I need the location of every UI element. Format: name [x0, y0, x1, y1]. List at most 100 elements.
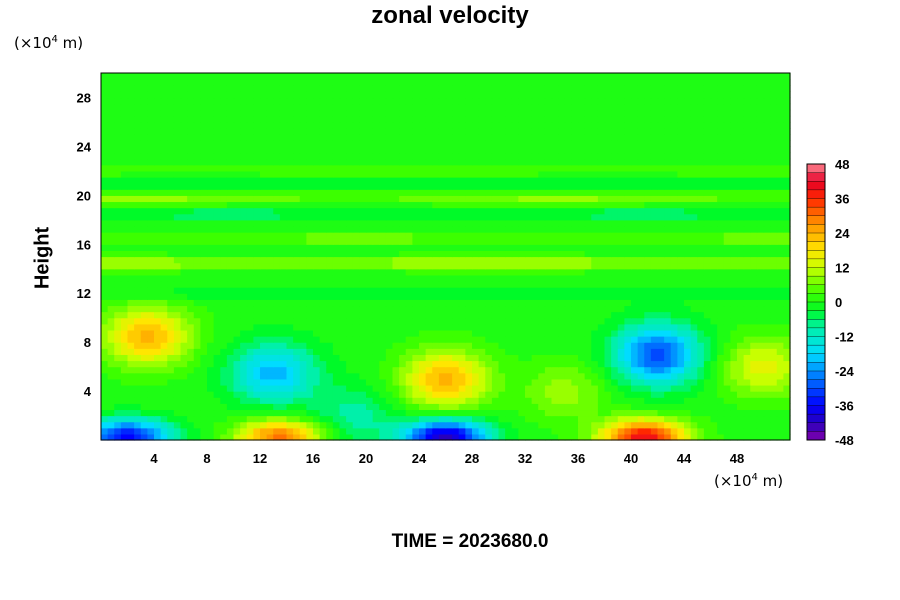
heatmap-cell: [213, 232, 221, 239]
heatmap-cell: [531, 403, 539, 411]
heatmap-cell: [379, 164, 387, 172]
heatmap-cell: [306, 342, 314, 349]
heatmap-cell: [505, 317, 513, 325]
heatmap-cell: [578, 433, 586, 441]
heatmap-cell: [531, 342, 539, 349]
heatmap-cell: [485, 287, 493, 294]
heatmap-cell: [498, 176, 506, 184]
heatmap-cell: [207, 213, 215, 221]
heatmap-cell: [518, 158, 526, 166]
heatmap-cell: [597, 219, 606, 227]
heatmap-cell: [432, 293, 440, 300]
heatmap-cell: [770, 152, 778, 160]
heatmap-cell: [584, 238, 592, 245]
heatmap-cell: [491, 342, 500, 349]
heatmap-cell: [624, 287, 632, 294]
heatmap-cell: [107, 433, 115, 441]
heatmap-cell: [558, 397, 566, 404]
heatmap-cell: [743, 170, 751, 178]
heatmap-cell: [770, 317, 778, 325]
heatmap-cell: [279, 409, 288, 417]
heatmap-cell: [445, 213, 453, 221]
heatmap-cell: [544, 293, 553, 300]
heatmap-cell: [611, 378, 619, 386]
heatmap-cell: [558, 158, 566, 166]
heatmap-cell: [505, 262, 513, 270]
heatmap-cell: [531, 201, 539, 209]
heatmap-cell: [491, 164, 500, 172]
heatmap-cell: [770, 256, 778, 264]
heatmap-cell: [584, 329, 592, 337]
heatmap-cell: [346, 323, 354, 331]
heatmap-cell: [372, 189, 380, 196]
heatmap-cell: [332, 250, 341, 258]
heatmap-cell: [213, 207, 221, 215]
heatmap-cell: [505, 152, 513, 160]
heatmap-cell: [710, 195, 718, 203]
heatmap-cell: [763, 274, 771, 282]
heatmap-cell: [650, 329, 659, 337]
heatmap-cell: [697, 152, 705, 160]
heatmap-cell: [432, 189, 440, 196]
heatmap-cell: [385, 256, 394, 264]
heatmap-cell: [140, 232, 148, 239]
heatmap-cell: [750, 342, 758, 349]
heatmap-cell: [385, 329, 394, 337]
heatmap-cell: [273, 195, 281, 203]
heatmap-cell: [703, 317, 712, 325]
heatmap-cell: [544, 238, 553, 245]
heatmap-cell: [631, 409, 639, 417]
heatmap-cell: [332, 146, 341, 154]
heatmap-cell: [770, 262, 778, 270]
heatmap-cell: [644, 384, 652, 392]
heatmap-cell: [352, 262, 360, 270]
heatmap-cell: [425, 360, 433, 368]
heatmap-cell: [273, 287, 281, 294]
heatmap-cell: [763, 280, 771, 288]
heatmap-cell: [584, 378, 592, 386]
heatmap-cell: [677, 293, 685, 300]
heatmap-cell: [498, 336, 506, 343]
heatmap-cell: [220, 342, 228, 349]
heatmap-cell: [472, 415, 480, 423]
heatmap-cell: [551, 262, 559, 270]
heatmap-cell: [352, 293, 360, 300]
heatmap-cell: [114, 207, 122, 215]
heatmap-cell: [114, 397, 122, 404]
heatmap-cell: [366, 384, 374, 392]
heatmap-cell: [405, 219, 413, 227]
heatmap-cell: [518, 183, 526, 190]
heatmap-cell: [220, 146, 228, 154]
heatmap-cell: [279, 183, 288, 190]
heatmap-cell: [498, 433, 506, 441]
heatmap-cell: [154, 433, 162, 441]
heatmap-cell: [279, 305, 288, 313]
heatmap-cell: [233, 299, 241, 307]
heatmap-cell: [240, 225, 248, 233]
heatmap-cell: [584, 403, 592, 411]
heatmap-cell: [226, 225, 235, 233]
heatmap-cell: [664, 201, 672, 209]
heatmap-cell: [405, 378, 413, 386]
heatmap-cell: [684, 329, 692, 337]
heatmap-cell: [458, 238, 466, 245]
heatmap-cell: [114, 360, 122, 368]
heatmap-cell: [326, 329, 334, 337]
heatmap-cell: [319, 225, 327, 233]
heatmap-cell: [783, 195, 791, 203]
heatmap-cell: [279, 391, 288, 398]
heatmap-cell: [617, 415, 625, 423]
heatmap-cell: [631, 213, 639, 221]
heatmap-cell: [544, 176, 553, 184]
heatmap-cell: [578, 232, 586, 239]
heatmap-cell: [558, 299, 566, 307]
heatmap-cell: [637, 146, 645, 154]
heatmap-cell: [558, 323, 566, 331]
heatmap-cell: [677, 299, 685, 307]
heatmap-cell: [657, 244, 665, 251]
heatmap-cell: [690, 232, 698, 239]
heatmap-cell: [253, 336, 261, 343]
heatmap-cell: [366, 262, 374, 270]
heatmap-cell: [326, 342, 334, 349]
heatmap-cell: [684, 183, 692, 190]
